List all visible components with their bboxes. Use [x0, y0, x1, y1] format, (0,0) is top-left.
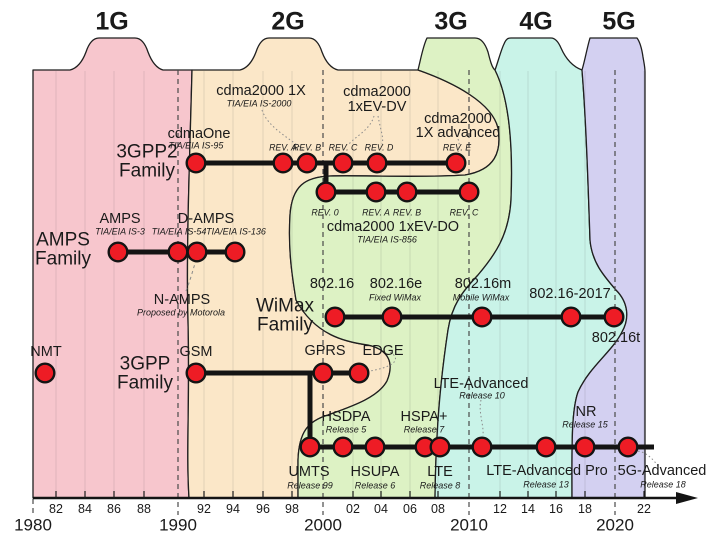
generation-regions — [32, 37, 646, 499]
node-gsm-line — [348, 362, 370, 384]
node-3gpp2-main-line — [272, 152, 294, 174]
node-3gpp2-main-line — [296, 152, 318, 174]
node-3gpp2-main-line — [366, 152, 388, 174]
callout-evdv-left — [348, 115, 375, 145]
node-wimax-line — [324, 306, 346, 328]
node-wimax-line — [560, 306, 582, 328]
node-gsm-line — [185, 362, 207, 384]
node-3gpp-lower-line — [364, 436, 386, 458]
callout-5g-advanced — [629, 450, 659, 467]
node-3gpp-lower-line — [332, 436, 354, 458]
node-wimax-line — [381, 306, 403, 328]
node-cdma2000-1xevdo-line — [365, 181, 387, 203]
timeline-nodes — [34, 152, 639, 458]
node-wimax-line — [603, 306, 625, 328]
node-amps-line — [107, 241, 129, 263]
node-amps-line — [186, 241, 208, 263]
node-cdma2000-1xevdo-line — [315, 181, 337, 203]
node-amps-line — [167, 241, 189, 263]
node-3gpp-lower-line — [617, 436, 639, 458]
region-1g — [32, 37, 193, 499]
node-gsm-line — [312, 362, 334, 384]
callout-edge — [369, 351, 396, 372]
node-3gpp2-main-line — [185, 152, 207, 174]
time-axis — [33, 492, 698, 504]
node-nmt-node — [34, 362, 56, 384]
region-5g — [571, 37, 646, 499]
node-3gpp-lower-line — [429, 436, 451, 458]
decade-dashed-lines — [32, 70, 616, 515]
node-cdma2000-1xevdo-line — [396, 181, 418, 203]
node-amps-line — [224, 241, 246, 263]
node-3gpp-lower-line — [299, 436, 321, 458]
callout-1x-advanced — [457, 138, 460, 153]
axis-arrow-icon — [676, 492, 698, 504]
node-wimax-line — [471, 306, 493, 328]
node-cdma2000-1xevdo-line — [458, 181, 480, 203]
callout-n-amps — [185, 259, 197, 292]
callout-lte-advanced — [479, 399, 484, 437]
node-3gpp2-main-line — [332, 152, 354, 174]
axis-tick-marks — [55, 491, 645, 499]
callout-leaders — [185, 109, 659, 467]
node-3gpp-lower-line — [471, 436, 493, 458]
node-3gpp-lower-line — [574, 436, 596, 458]
year-gridlines — [55, 71, 645, 497]
node-3gpp2-main-line — [445, 152, 467, 174]
callout-is2000 — [261, 109, 304, 151]
node-3gpp-lower-line — [535, 436, 557, 458]
